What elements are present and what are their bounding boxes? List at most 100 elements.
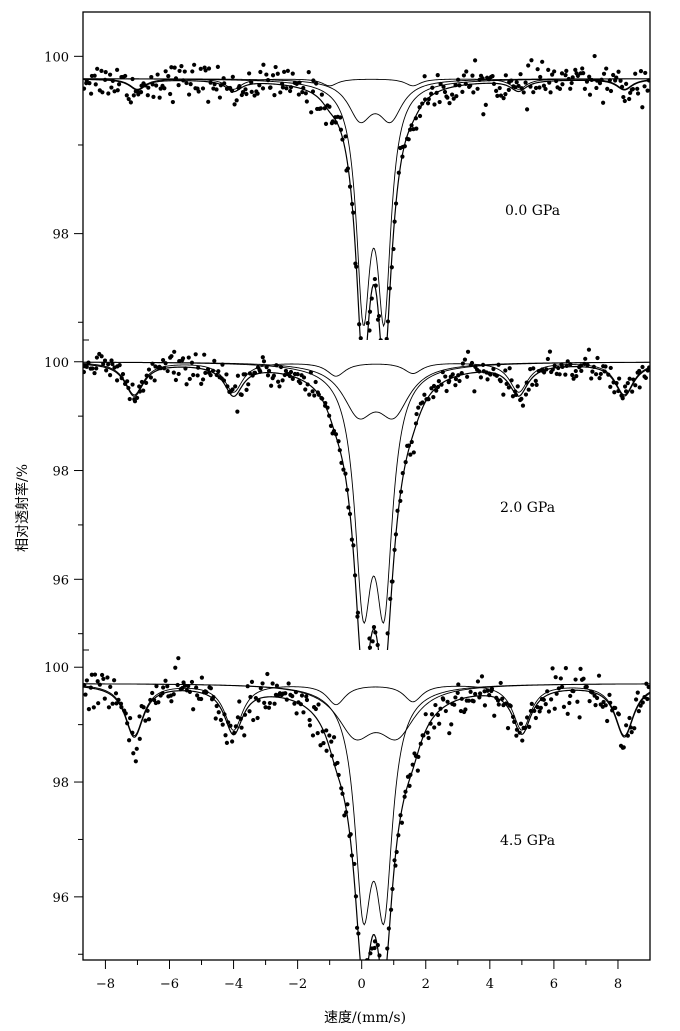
data-point <box>563 73 568 78</box>
data-point <box>96 701 101 706</box>
data-point <box>321 740 326 746</box>
data-point <box>358 655 362 659</box>
data-point <box>265 671 270 677</box>
data-point <box>421 733 426 738</box>
data-point <box>253 695 258 701</box>
data-point <box>434 90 439 95</box>
data-point <box>622 98 627 104</box>
data-point <box>622 384 628 389</box>
data-point <box>218 717 224 723</box>
data-point <box>497 85 502 91</box>
data-point <box>637 368 642 374</box>
data-point <box>399 820 405 825</box>
data-point <box>396 833 401 838</box>
spectrum-panel: 98 100 0.0 GPa <box>44 50 650 353</box>
data-point <box>145 708 150 713</box>
data-point <box>400 470 405 476</box>
data-point <box>303 91 308 96</box>
data-point <box>581 70 586 76</box>
data-point <box>318 743 323 748</box>
data-point <box>575 73 581 78</box>
data-point <box>532 708 537 713</box>
data-point <box>413 421 419 426</box>
data-point <box>601 100 606 105</box>
data-point <box>271 373 276 378</box>
data-point <box>587 92 593 97</box>
data-point <box>306 70 311 75</box>
data-point <box>553 675 558 680</box>
data-point <box>137 714 142 719</box>
data-point <box>380 970 384 974</box>
data-point <box>373 283 378 288</box>
data-point <box>565 359 570 364</box>
data-point <box>135 88 140 94</box>
data-point <box>102 358 108 363</box>
data-point <box>220 722 225 727</box>
data-point <box>108 372 113 378</box>
data-point <box>564 363 569 368</box>
data-point <box>531 366 536 371</box>
data-point <box>135 395 140 401</box>
data-point <box>453 83 458 88</box>
data-point <box>353 261 358 266</box>
data-point <box>97 682 102 687</box>
data-point <box>84 78 89 83</box>
data-point <box>549 697 554 702</box>
data-point <box>183 366 188 371</box>
data-point <box>327 733 332 738</box>
data-point <box>151 94 156 99</box>
data-point <box>252 370 258 376</box>
data-point <box>635 86 640 91</box>
data-point <box>331 428 337 434</box>
data-point <box>94 366 99 371</box>
data-point <box>304 99 309 104</box>
data-point <box>593 703 598 708</box>
data-point <box>645 88 650 93</box>
data-point <box>143 83 148 88</box>
data-point <box>523 392 529 397</box>
data-point <box>293 689 299 695</box>
data-point <box>643 375 649 381</box>
data-point <box>89 91 94 96</box>
data-point <box>179 64 184 69</box>
data-point <box>638 69 644 74</box>
data-point <box>274 363 279 368</box>
data-point <box>387 286 392 291</box>
data-point <box>434 388 439 393</box>
data-point <box>101 676 106 681</box>
data-point <box>99 68 104 73</box>
data-point <box>445 95 450 100</box>
data-point <box>504 381 509 386</box>
data-point <box>632 726 637 731</box>
data-point <box>392 858 397 863</box>
data-point <box>295 372 300 377</box>
data-point <box>635 690 640 695</box>
data-point <box>402 794 407 799</box>
data-point <box>444 388 449 394</box>
data-point <box>548 90 553 95</box>
data-point <box>221 378 227 383</box>
data-point <box>601 699 606 705</box>
data-point <box>208 686 213 691</box>
data-point <box>608 700 613 705</box>
data-point <box>545 689 550 694</box>
data-point <box>282 69 287 74</box>
data-point <box>214 703 219 709</box>
data-point <box>149 74 154 80</box>
data-point <box>327 413 332 418</box>
data-point <box>637 385 642 390</box>
data-point <box>535 67 540 72</box>
data-point <box>84 364 89 369</box>
data-point <box>223 733 228 738</box>
data-point <box>322 106 327 111</box>
component-fit-curve <box>83 683 650 926</box>
data-point <box>629 730 634 735</box>
data-point <box>343 134 348 139</box>
data-point <box>347 511 353 517</box>
data-point <box>601 71 607 76</box>
data-point <box>485 377 490 382</box>
data-point <box>529 58 534 63</box>
x-tick-label: 6 <box>550 977 558 992</box>
data-point <box>83 683 87 688</box>
data-point <box>361 349 365 353</box>
